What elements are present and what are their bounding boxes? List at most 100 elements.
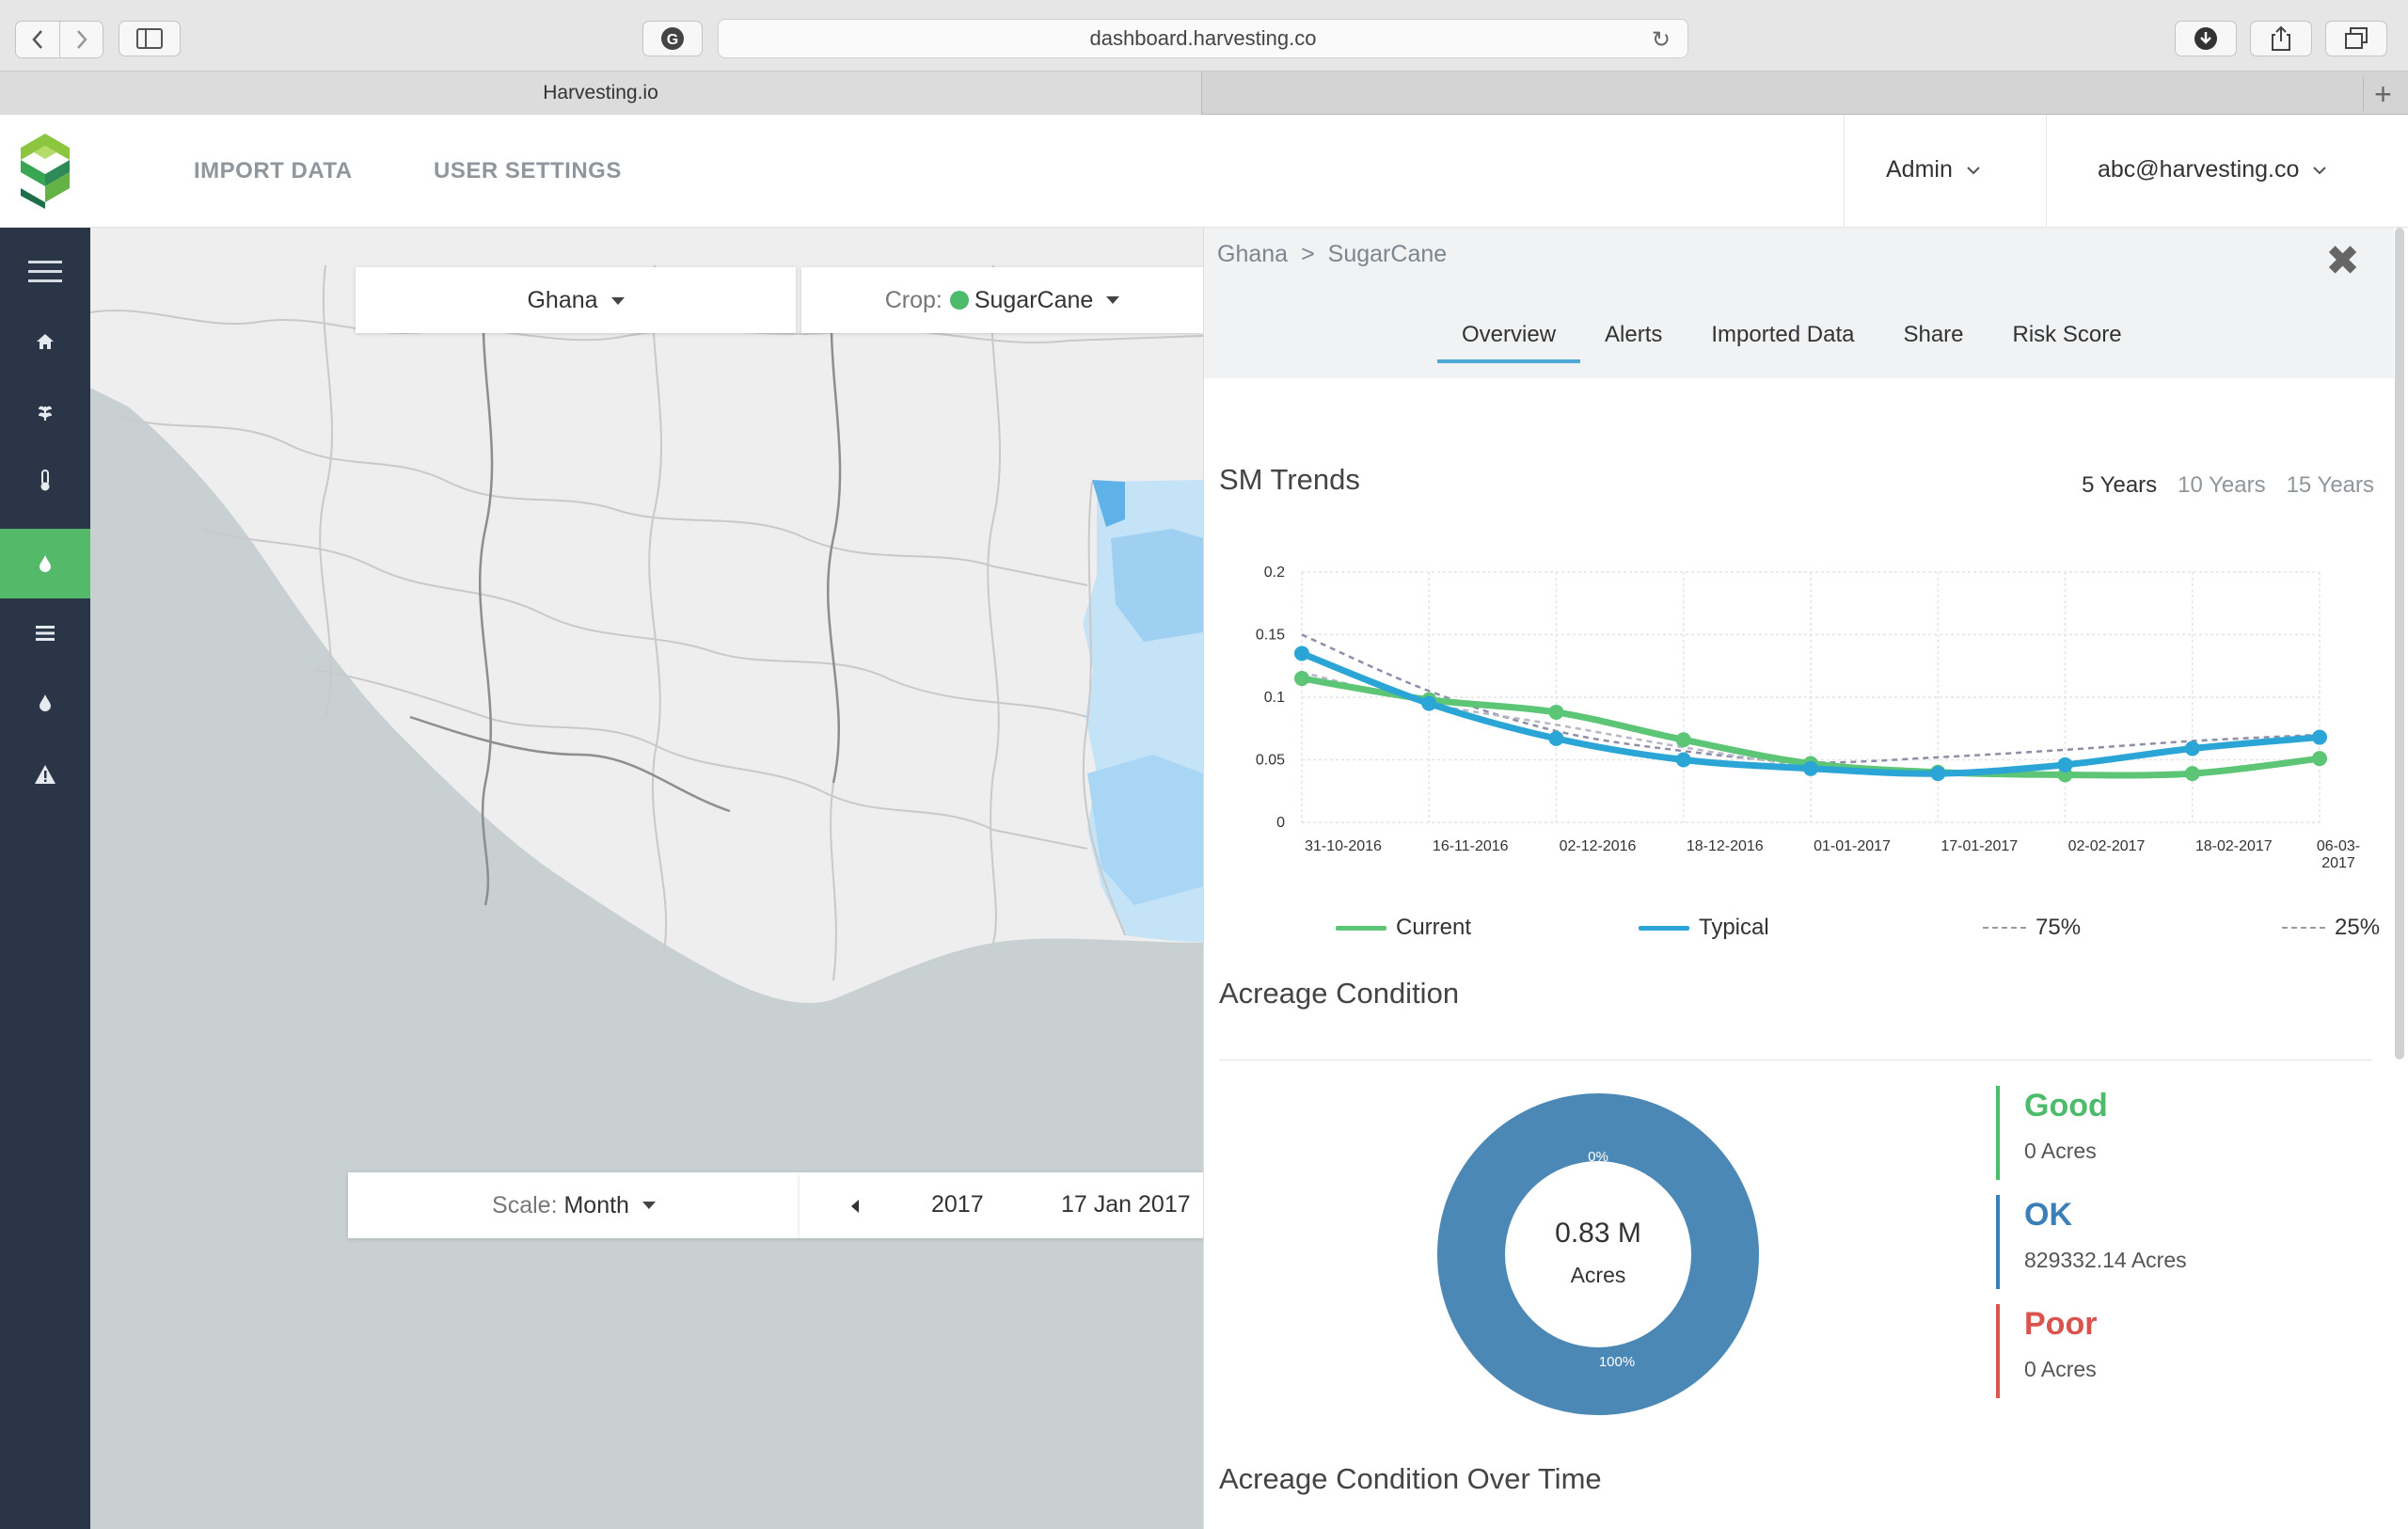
date-slider[interactable]: 2017 17 Jan 2017 [800,1172,1203,1238]
range-10-years[interactable]: 10 Years [2178,472,2266,498]
thermometer-icon [40,470,50,491]
forward-button[interactable] [59,22,103,57]
data-point-current [1294,671,1309,687]
condition-poor-name: Poor [2024,1306,2098,1342]
sidebar-item-temperature[interactable] [0,446,90,516]
sidebar-item-soil-moisture[interactable] [0,529,90,598]
x-tick-label: 17-01-2017 [1941,838,2018,854]
condition-ok[interactable]: OK 829332.14 Acres [1996,1195,2335,1289]
x-tick-label: 16-11-2016 [1433,838,1509,854]
x-tick-label: 02-12-2016 [1560,838,1637,854]
condition-bar [1996,1086,2000,1180]
crop-select[interactable]: Crop: SugarCane [801,267,1203,333]
x-tick-label: 02-02-2017 [2068,838,2146,854]
reload-icon[interactable]: ↻ [1651,27,1671,53]
harvesting-logo[interactable] [15,132,75,211]
legend-25-label: 25% [2335,915,2381,940]
tab-imported-data[interactable]: Imported Data [1711,322,1855,347]
sidebar-item-home[interactable] [0,307,90,376]
data-point-typical [1675,752,1691,768]
x-tick-label: 01-01-2017 [1814,838,1891,854]
date-partial: 2017 [931,1191,984,1218]
legend-current[interactable]: Current [1336,915,1471,941]
donut-ok-slice[interactable] [1437,1093,1759,1415]
y-tick-label: 0 [1276,815,1285,831]
tabs-icon [2345,27,2368,49]
chevron-right-icon [76,30,87,49]
share-icon [2272,25,2290,51]
user-menu-label: abc@harvesting.co [2098,156,2300,183]
extension-button[interactable]: G [642,21,703,56]
condition-poor[interactable]: Poor 0 Acres [1996,1304,2335,1398]
data-point-current [1675,732,1691,748]
new-tab-button[interactable]: + [2363,77,2402,111]
map-canvas[interactable] [90,228,1203,1529]
sidebar-item-menu[interactable] [0,237,90,307]
tab-overview[interactable]: Overview [1437,322,1581,363]
y-tick-label: 0.05 [1256,753,1285,769]
section-divider [1219,1059,2372,1060]
date-current: 17 Jan 2017 [1061,1191,1191,1218]
country-select[interactable]: Ghana [356,267,796,333]
address-bar[interactable]: dashboard.harvesting.co ↻ [718,19,1688,58]
condition-good-name: Good [2024,1088,2108,1123]
breadcrumb-crop[interactable]: SugarCane [1327,241,1448,267]
caret-down-icon [642,1202,656,1209]
y-tick-label: 0.2 [1264,565,1285,581]
share-button[interactable] [2250,21,2312,56]
map-view[interactable]: Ghana Crop: SugarCane Scale: Month 2017 … [90,228,1203,1529]
panel-scrollbar[interactable] [2395,228,2404,1059]
x-tick-label: 06-03-2017 [2317,838,2360,871]
sm-trends-chart: 0.2 0.15 0.1 0.05 0 31-10-2016 16-11-2016 02-12… [1256,565,2360,871]
range-5-years[interactable]: 5 Years [2082,472,2158,498]
data-point-typical [1803,760,1818,776]
sidebar-toggle-button[interactable] [119,21,181,56]
sidebar-item-list[interactable] [0,598,90,668]
nav-user-settings[interactable]: USER SETTINGS [434,158,622,183]
data-point-typical [2312,729,2327,745]
app-header: IMPORT DATA USER SETTINGS Admin abc@harv… [0,115,2408,228]
home-icon [37,334,54,349]
breadcrumb-country[interactable]: Ghana [1217,241,1289,267]
scale-select-value: Month [563,1191,629,1218]
donut-center: 0.83 M Acres [1529,1218,1667,1288]
scale-select-label: Scale: [492,1191,558,1218]
tab-alerts[interactable]: Alerts [1605,322,1663,347]
browser-tab[interactable]: Harvesting.io [0,72,1202,115]
caret-left-icon [851,1200,859,1213]
data-point-typical [1930,766,1946,782]
y-tick-label: 0.15 [1256,628,1285,644]
chevron-down-icon [2313,166,2327,174]
url-text: dashboard.harvesting.co [1089,26,1317,50]
country-select-value: Ghana [527,286,598,313]
legend-typical-label: Typical [1699,915,1769,940]
nav-import-data[interactable]: IMPORT DATA [194,158,353,183]
sidebar-item-alerts[interactable] [0,740,90,809]
history-nav [15,21,103,58]
range-15-years[interactable]: 15 Years [2286,472,2374,498]
condition-good[interactable]: Good 0 Acres [1996,1086,2335,1180]
legend-typical[interactable]: Typical [1639,915,1769,941]
back-button[interactable] [16,22,59,57]
tabs-overview-button[interactable] [2325,21,2387,56]
acreage-donut-chart: 0% 100% [1437,1093,1759,1415]
donut-label-bottom: 100% [1599,1354,1635,1370]
sidebar-item-water[interactable] [0,668,90,738]
scale-select[interactable]: Scale: Month [348,1172,800,1238]
sidebar [0,228,90,1529]
condition-bar [1996,1304,2000,1398]
legend-25[interactable]: 25% [2282,915,2380,941]
close-icon[interactable]: ✖ [2325,238,2360,284]
date-prev-button[interactable] [850,1193,860,1220]
user-menu[interactable]: abc@harvesting.co [2098,156,2327,183]
tab-risk-score[interactable]: Risk Score [2012,322,2122,347]
tab-share[interactable]: Share [1903,322,1964,347]
grammarly-icon: G [661,27,684,50]
downloads-button[interactable] [2175,21,2237,56]
x-tick-label: 31-10-2016 [1305,838,1382,854]
sidebar-item-crop[interactable] [0,376,90,446]
data-point-typical [1421,695,1437,711]
legend-75[interactable]: 75% [1983,915,2081,941]
data-point-typical [2184,741,2200,757]
role-menu[interactable]: Admin [1886,156,1981,183]
